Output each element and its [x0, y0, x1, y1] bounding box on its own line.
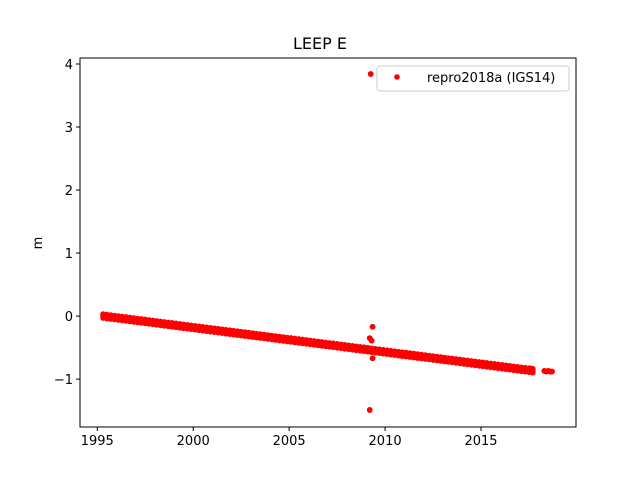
y-tick-label: 3 — [65, 121, 73, 136]
y-tick-label: 0 — [65, 310, 73, 325]
legend: repro2018a (IGS14) — [376, 65, 570, 92]
data-point — [549, 368, 555, 375]
y-axis-label: m — [31, 237, 46, 250]
x-tick-label: 2015 — [464, 434, 497, 449]
y-tick-label: 4 — [65, 58, 73, 73]
x-tick-label: 2000 — [177, 434, 210, 449]
y-axis: −1 0 1 2 3 4 — [54, 58, 80, 388]
x-tick-label: 1995 — [81, 434, 114, 449]
y-tick-label: 1 — [65, 247, 73, 262]
chart-title: LEEP E — [293, 34, 347, 53]
plot-frame — [79, 57, 577, 428]
x-tick-label: 2005 — [273, 434, 306, 449]
data-point — [369, 323, 376, 330]
x-axis: 1995 2000 2005 2010 2015 — [81, 427, 498, 449]
x-tick-label: 2010 — [369, 434, 402, 449]
legend-box — [376, 65, 570, 92]
data-point — [369, 355, 376, 362]
data-points — [100, 71, 555, 413]
data-point — [367, 71, 374, 77]
data-point — [530, 369, 536, 376]
legend-marker — [394, 74, 400, 80]
data-point — [368, 337, 375, 344]
data-point — [366, 407, 373, 413]
y-tick-label: 2 — [65, 184, 73, 199]
y-tick-label: −1 — [54, 373, 73, 388]
data-point — [528, 365, 534, 372]
legend-label: repro2018a (IGS14) — [427, 71, 555, 86]
